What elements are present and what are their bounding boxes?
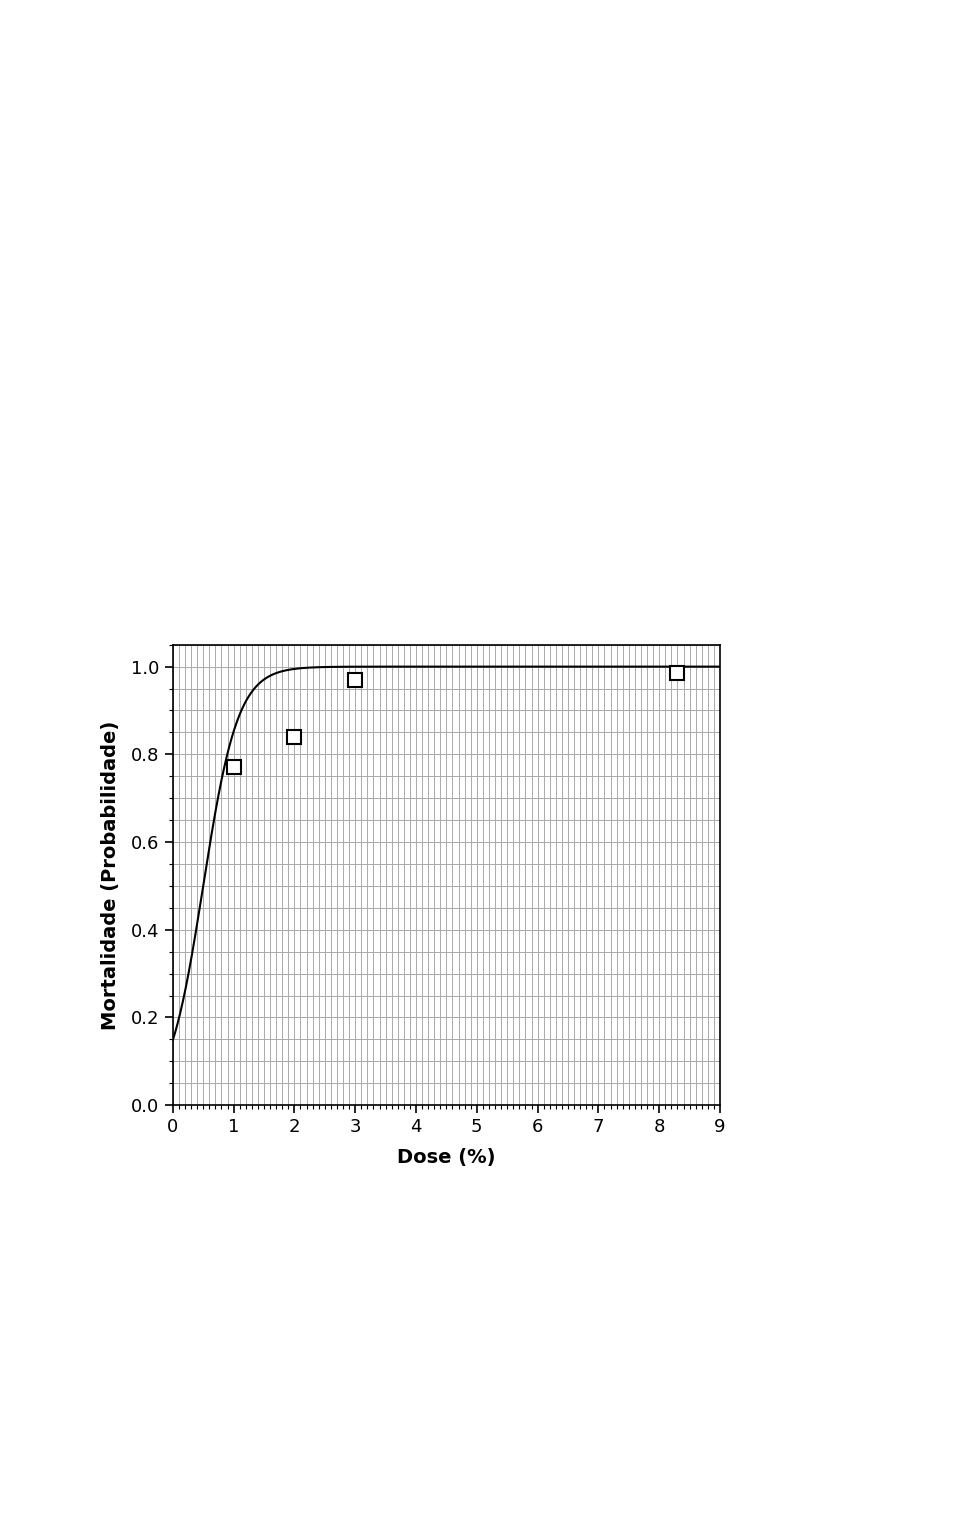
X-axis label: Dose (%): Dose (%) (397, 1148, 495, 1167)
Y-axis label: Mortalidade (Probabilidade): Mortalidade (Probabilidade) (101, 720, 120, 1030)
